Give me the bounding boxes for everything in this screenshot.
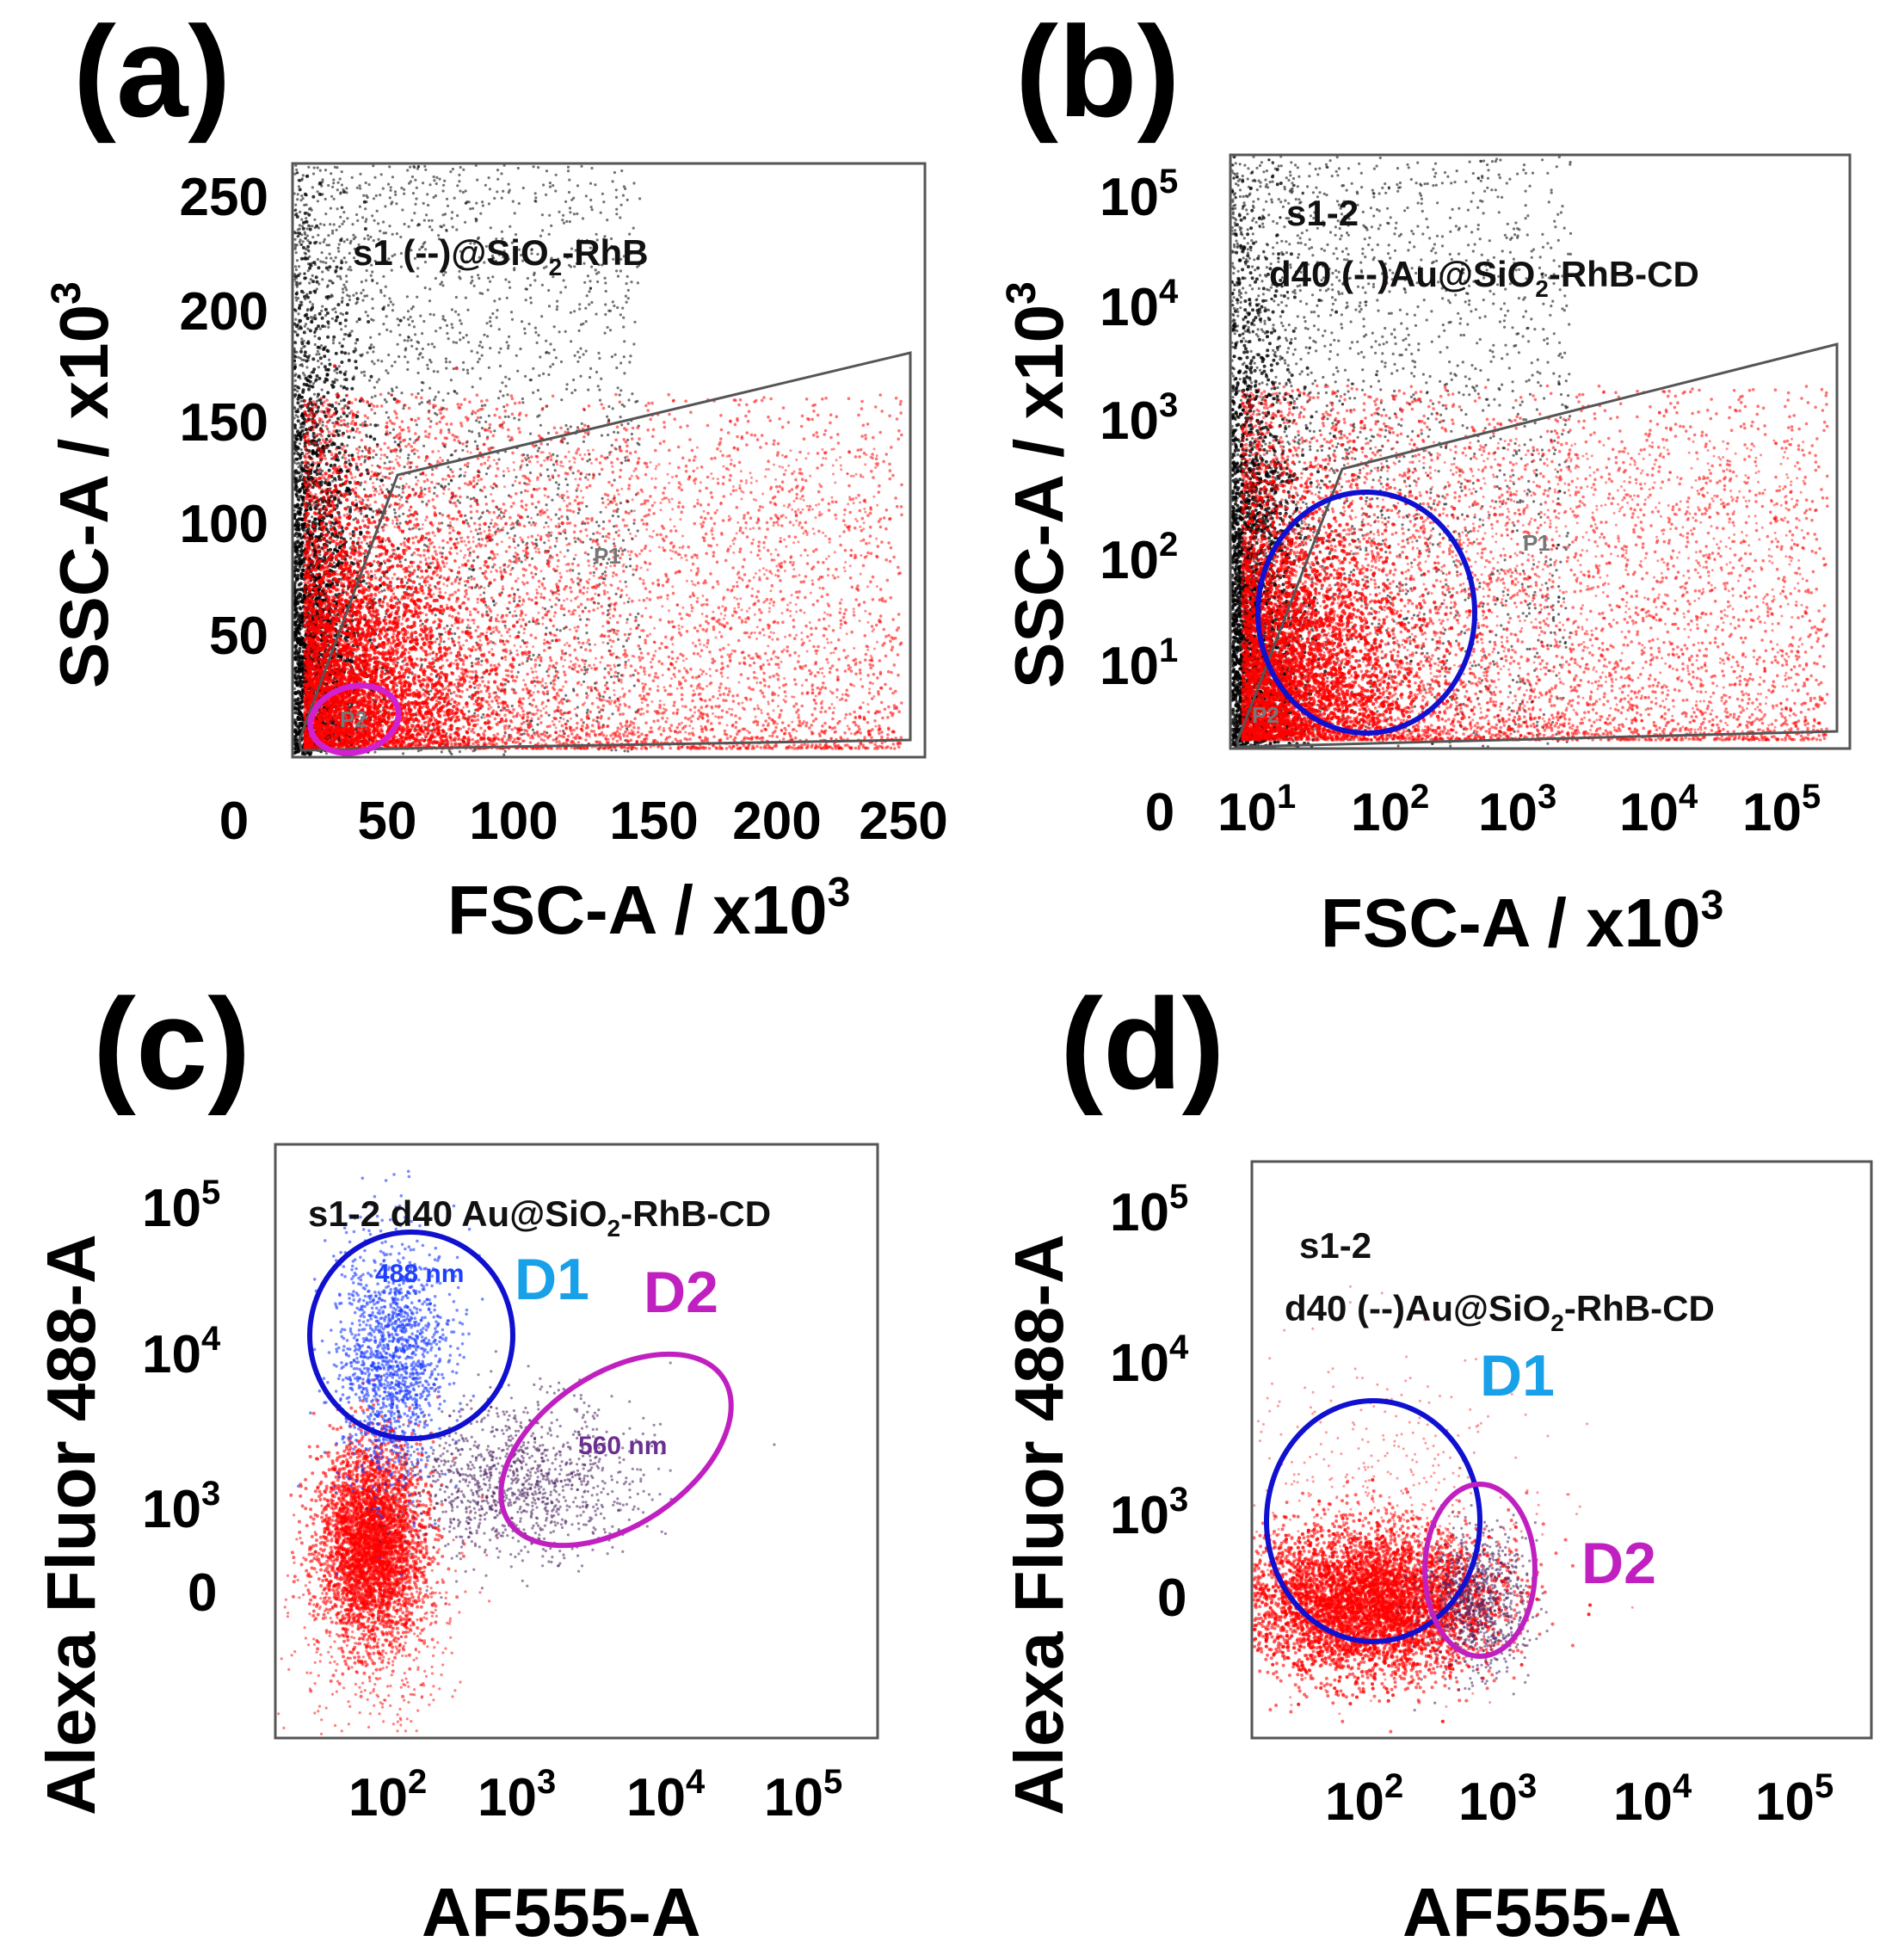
panel-c-x-tick: 102 <box>348 1763 427 1827</box>
panel-c-y-tick: 105 <box>142 1174 220 1238</box>
panel-a-y-tick: 150 <box>180 393 268 453</box>
panel-c-d1-label: D1 <box>515 1247 589 1312</box>
panel-d-y-ticks: 105 104 103 0 <box>1110 1178 1189 1628</box>
panel-d-y-tick: 104 <box>1110 1328 1189 1393</box>
panel-d-x-ticks: 102 103 104 105 <box>1325 1767 1834 1832</box>
panel-a-letter: (a) <box>73 0 231 144</box>
panel-a-x-tick: 200 <box>732 792 821 851</box>
panel-c-x-ticks: 102 103 104 105 <box>348 1763 842 1827</box>
panel-d-letter: (d) <box>1060 971 1225 1116</box>
panel-d-x-tick: 103 <box>1458 1767 1537 1832</box>
panel-b-x-ticks: 0 101 102 103 104 105 <box>1145 778 1821 842</box>
panel-d-y-tick-zero: 0 <box>1157 1569 1186 1628</box>
panel-d-annotation-line1: s1-2 <box>1299 1225 1371 1266</box>
panel-a-gate-p2-label: P2 <box>340 706 367 732</box>
panel-c-d2-wavelength: 560 nm <box>578 1432 667 1460</box>
panel-c: (c) 488 nm 560 nm D1 D2 s1-2 d40 Au@SiO2… <box>33 971 878 1951</box>
panel-c-y-tick-zero: 0 <box>188 1563 217 1623</box>
panel-b-events <box>1230 155 1829 749</box>
panel-b-x-tick: 104 <box>1619 778 1698 842</box>
panel-c-x-title: AF555-A <box>422 1874 701 1951</box>
panel-b-gate-p1-label: P1 <box>1523 530 1550 556</box>
panel-a-y-tick: 100 <box>180 495 268 554</box>
panel-d-x-tick: 102 <box>1325 1767 1403 1832</box>
panel-c-x-tick: 105 <box>764 1763 842 1827</box>
panel-d: (d) D1 D2 s1-2 d40 (--)Au@SiO2-RhB-CD 10… <box>1001 971 1871 1951</box>
panel-a-y-tick: 200 <box>180 282 268 342</box>
panel-c-x-tick: 103 <box>478 1763 556 1827</box>
panel-a: (a) P1 P2 s1 (--)@SiO2-RhB 250 200 150 1… <box>44 0 948 948</box>
panel-b-x-tick: 105 <box>1742 778 1821 842</box>
panel-a-y-title: SSC-A / x103 <box>44 281 122 688</box>
panel-d-x-tick: 104 <box>1613 1767 1692 1832</box>
panel-a-x-tick: 250 <box>859 792 947 851</box>
panel-d-y-tick: 105 <box>1110 1178 1188 1242</box>
panel-a-annotation: s1 (--)@SiO2-RhB <box>353 232 649 280</box>
panel-b-y-ticks: 105 104 103 102 101 <box>1100 163 1179 696</box>
panel-a-x-tick: 150 <box>609 792 698 851</box>
panel-a-x-title: FSC-A / x103 <box>447 870 850 948</box>
panel-d-d1-label: D1 <box>1480 1343 1555 1408</box>
panel-b-letter: (b) <box>1015 0 1180 144</box>
panel-b: (b) P1 P2 s1-2 d40 (--)Au@SiO2-RhB-CD 10… <box>999 0 1850 961</box>
panel-c-letter: (c) <box>93 971 250 1116</box>
panel-b-y-title: SSC-A / x103 <box>999 281 1077 688</box>
panel-b-y-tick: 103 <box>1100 386 1178 451</box>
panel-b-y-tick: 104 <box>1100 273 1179 337</box>
panel-c-annotation: s1-2 d40 Au@SiO2-RhB-CD <box>308 1193 771 1242</box>
panel-a-x-tick: 100 <box>469 792 558 851</box>
panel-b-y-tick: 102 <box>1100 526 1178 590</box>
panel-a-y-ticks: 250 200 150 100 50 <box>180 168 268 666</box>
panel-b-annotation-line2: d40 (--)Au@SiO2-RhB-CD <box>1269 254 1699 302</box>
panel-a-y-tick: 50 <box>209 607 268 666</box>
panel-c-y-ticks: 105 104 103 0 <box>142 1174 221 1623</box>
panel-b-x-tick-zero: 0 <box>1145 783 1174 842</box>
panel-c-x-tick: 104 <box>626 1763 706 1827</box>
panel-d-annotation-line2: d40 (--)Au@SiO2-RhB-CD <box>1285 1288 1715 1336</box>
panel-a-x-ticks: 0 50 100 150 200 250 <box>219 792 948 851</box>
panel-c-y-title: Alexa Fluor 488-A <box>33 1234 109 1815</box>
panel-a-gate-p1-label: P1 <box>594 543 621 569</box>
panel-a-x-tick: 50 <box>358 792 417 851</box>
panel-d-y-tick: 103 <box>1110 1481 1188 1545</box>
panel-b-x-title: FSC-A / x103 <box>1321 883 1723 961</box>
panel-c-d1-wavelength: 488 nm <box>375 1260 464 1288</box>
panel-c-d2-label: D2 <box>644 1260 718 1325</box>
panel-b-x-tick: 101 <box>1217 778 1296 842</box>
panel-d-d2-label: D2 <box>1581 1531 1656 1596</box>
panel-d-y-title: Alexa Fluor 488-A <box>1001 1234 1077 1815</box>
panel-a-y-tick: 250 <box>180 168 268 227</box>
panel-b-gate-p2-label: P2 <box>1252 702 1279 728</box>
panel-c-y-tick: 103 <box>142 1475 220 1539</box>
panel-b-annotation-line1: s1-2 <box>1286 193 1359 233</box>
panel-b-y-tick: 101 <box>1100 632 1178 696</box>
panel-a-x-tick: 0 <box>219 792 249 851</box>
panel-b-x-tick: 103 <box>1478 778 1556 842</box>
panel-d-x-title: AF555-A <box>1402 1874 1682 1951</box>
panel-b-x-tick: 102 <box>1351 778 1429 842</box>
panel-d-x-tick: 105 <box>1755 1767 1834 1832</box>
panel-c-y-tick: 104 <box>142 1320 221 1384</box>
panel-b-y-tick: 105 <box>1100 163 1178 227</box>
